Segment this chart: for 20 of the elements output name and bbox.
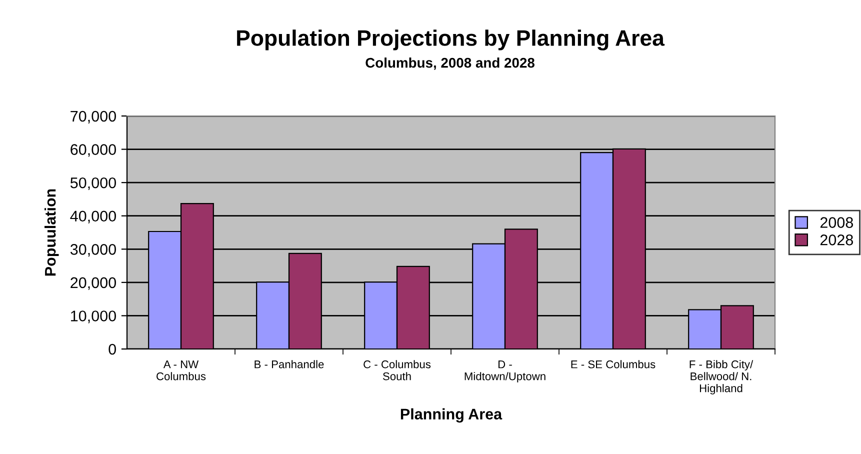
legend-label: 2028 xyxy=(820,234,853,246)
x-tick-label: B - Panhandle xyxy=(254,360,324,368)
y-axis-title: Popuulation xyxy=(44,189,59,276)
y-tick-label: 0 xyxy=(108,344,116,355)
y-tick-label: 70,000 xyxy=(70,110,116,124)
x-tick-label: E - SE Columbus xyxy=(571,360,656,368)
chart-title: Population Projections by Planning Area xyxy=(237,30,665,50)
x-tick-label: D - Midtown/Uptown xyxy=(464,360,546,382)
y-tick-label: 40,000 xyxy=(70,210,116,224)
x-tick-label: F - Bibb City/ Bellwood/ N. Highland xyxy=(690,360,754,394)
x-tick-label: A - NW Columbus xyxy=(156,360,206,380)
y-tick-label: 10,000 xyxy=(71,310,116,324)
y-tick-label: 30,000 xyxy=(70,244,116,257)
y-tick-label: 50,000 xyxy=(70,177,116,190)
y-tick-label: 60,000 xyxy=(70,144,116,157)
legend-label: 2008 xyxy=(820,217,853,228)
chart-subtitle: Columbus, 2008 and 2028 xyxy=(366,58,534,70)
x-axis-title: Planning Area xyxy=(400,408,502,423)
x-tick-label: C - Columbus South xyxy=(364,360,431,380)
y-tick-label: 20,000 xyxy=(70,277,116,290)
